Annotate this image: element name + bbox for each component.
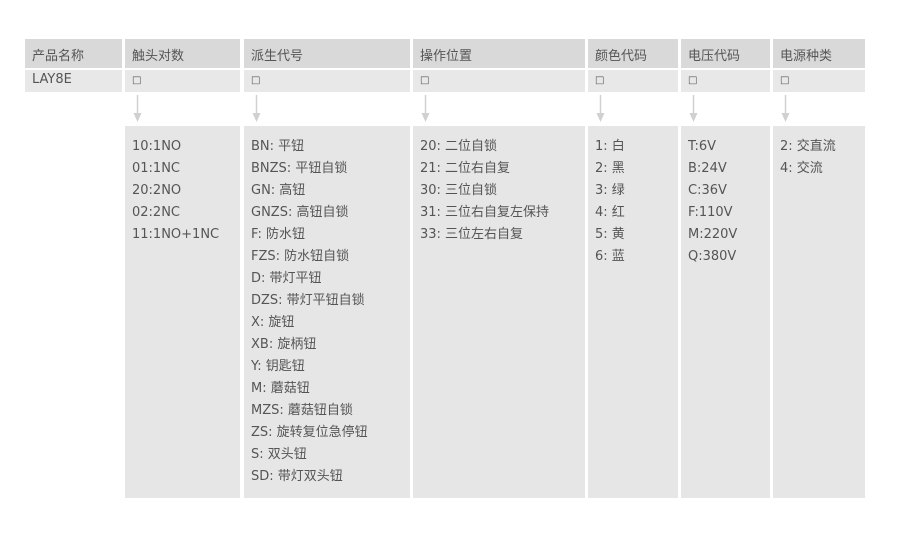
options-list: 2: 交直流 4: 交流 — [773, 126, 865, 498]
option-item: Q:380V — [688, 249, 737, 264]
options-list: 10:1NO 01:1NC 20:2NO 02:2NC 11:1NO+1NC — [125, 126, 240, 498]
option-item: 6: 蓝 — [595, 249, 625, 264]
code-cell: □ — [413, 70, 585, 92]
option-item: ZS: 旋转复位急停钮 — [251, 425, 368, 440]
option-item: 10:1NO — [132, 139, 182, 154]
arrow-down-icon — [252, 95, 261, 122]
option-item: SD: 带灯双头钮 — [251, 469, 343, 484]
option-item: DZS: 带灯平钮自锁 — [251, 293, 365, 308]
arrow-down-icon — [421, 95, 430, 122]
code-cell: LAY8E — [25, 70, 122, 92]
code-value: LAY8E — [32, 72, 72, 87]
arrow-down-icon — [596, 95, 605, 122]
option-item: XB: 旋柄钮 — [251, 337, 317, 352]
column-header: 派生代号 — [244, 39, 410, 68]
option-item: 33: 三位左右自复 — [420, 227, 524, 242]
option-item: MZS: 蘑菇钮自锁 — [251, 403, 353, 418]
column-header: 电压代码 — [681, 39, 770, 68]
option-item: Y: 钥匙钮 — [251, 359, 305, 374]
option-item: BN: 平钮 — [251, 139, 305, 154]
option-item: 02:2NC — [132, 205, 180, 220]
column-header: 操作位置 — [413, 39, 585, 68]
option-item: 2: 黑 — [595, 161, 625, 176]
code-value: □ — [688, 75, 698, 86]
option-item: F:110V — [688, 205, 733, 220]
code-cell: □ — [588, 70, 678, 92]
option-item: 21: 二位右自复 — [420, 161, 511, 176]
arrow-down-icon — [781, 95, 790, 122]
code-value: □ — [251, 75, 261, 86]
code-cell: □ — [773, 70, 865, 92]
option-item: 1: 白 — [595, 139, 625, 154]
column-header: 电源种类 — [773, 39, 865, 68]
option-item: 01:1NC — [132, 161, 180, 176]
column-header: 颜色代码 — [588, 39, 678, 68]
option-item: M: 蘑菇钮 — [251, 381, 310, 396]
code-value: □ — [420, 75, 430, 86]
arrow-down-icon — [689, 95, 698, 122]
code-value: □ — [595, 75, 605, 86]
option-item: 11:1NO+1NC — [132, 227, 220, 242]
option-item: 30: 三位自锁 — [420, 183, 498, 198]
option-item: 4: 交流 — [780, 161, 823, 176]
column-header: 产品名称 — [25, 39, 122, 68]
code-cell: □ — [125, 70, 240, 92]
option-item: BNZS: 平钮自锁 — [251, 161, 348, 176]
column-header: 触头对数 — [125, 39, 240, 68]
option-item: 3: 绿 — [595, 183, 625, 198]
option-item: GN: 高钮 — [251, 183, 306, 198]
option-item: S: 双头钮 — [251, 447, 307, 462]
arrow-down-icon — [133, 95, 142, 122]
code-value: □ — [780, 75, 790, 86]
option-item: 4: 红 — [595, 205, 625, 220]
option-item: FZS: 防水钮自锁 — [251, 249, 350, 264]
options-list: BN: 平钮 BNZS: 平钮自锁 GN: 高钮 GNZS: 高钮自锁 F: 防水钮 FZ… — [244, 126, 410, 498]
options-list: 20: 二位自锁 21: 二位右自复 30: 三位自锁 31: 三位右自复左保持 33:… — [413, 126, 585, 498]
code-cell: □ — [681, 70, 770, 92]
option-item: GNZS: 高钮自锁 — [251, 205, 349, 220]
option-item: T:6V — [688, 139, 717, 154]
code-cell: □ — [244, 70, 410, 92]
code-value: □ — [132, 75, 142, 86]
option-item: C:36V — [688, 183, 727, 198]
option-item: 20:2NO — [132, 183, 182, 198]
option-item: 5: 黄 — [595, 227, 625, 242]
option-item: 2: 交直流 — [780, 139, 836, 154]
option-item: X: 旋钮 — [251, 315, 295, 330]
options-list: T:6V B:24V C:36V F:110V M:220V Q:380V — [681, 126, 770, 498]
option-item: B:24V — [688, 161, 727, 176]
options-list: 1: 白 2: 黑 3: 绿 4: 红 5: 黄 6: 蓝 — [588, 126, 678, 498]
option-item: 31: 三位右自复左保持 — [420, 205, 550, 220]
option-item: 20: 二位自锁 — [420, 139, 498, 154]
option-item: F: 防水钮 — [251, 227, 305, 242]
option-item: D: 带灯平钮 — [251, 271, 322, 286]
option-item: M:220V — [688, 227, 738, 242]
